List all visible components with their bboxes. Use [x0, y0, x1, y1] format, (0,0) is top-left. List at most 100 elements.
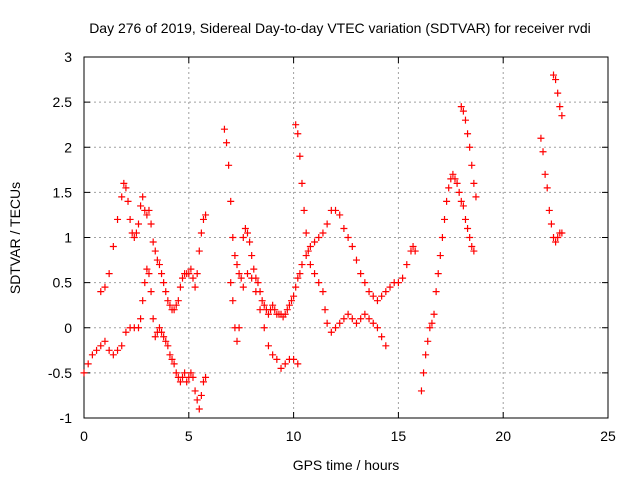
- data-point-marker: [428, 319, 436, 327]
- data-point-marker: [424, 337, 432, 345]
- data-point-marker: [547, 220, 555, 228]
- data-point-marker: [202, 373, 210, 381]
- data-point-marker: [470, 247, 478, 255]
- data-point-marker: [294, 360, 302, 368]
- data-point-marker: [243, 270, 251, 278]
- data-point-marker: [319, 288, 327, 296]
- data-point-marker: [145, 270, 153, 278]
- data-point-marker: [403, 261, 411, 269]
- data-point-marker: [101, 283, 109, 291]
- data-point-marker: [306, 243, 314, 251]
- data-point-marker: [466, 143, 474, 151]
- data-point-marker: [321, 306, 329, 314]
- x-tick-label: 20: [495, 428, 511, 444]
- data-point-marker: [250, 265, 258, 273]
- data-point-marker: [281, 310, 289, 318]
- data-point-marker: [386, 283, 394, 291]
- y-tick-label: 0: [64, 320, 72, 336]
- data-point-marker: [382, 288, 390, 296]
- data-point-marker: [357, 315, 365, 323]
- series-sat-i: [537, 134, 566, 246]
- data-point-marker: [348, 243, 356, 251]
- data-point-marker: [114, 346, 122, 354]
- data-point-marker: [164, 342, 172, 350]
- y-tick-label: -0.5: [48, 365, 72, 381]
- series-sat-d: [220, 125, 419, 321]
- data-point-marker: [109, 243, 117, 251]
- data-point-marker: [189, 274, 197, 282]
- data-point-marker: [461, 116, 469, 124]
- data-point-marker: [348, 315, 356, 323]
- data-point-marker: [264, 342, 272, 350]
- data-point-marker: [394, 279, 402, 287]
- data-point-marker: [233, 261, 241, 269]
- data-point-marker: [179, 373, 187, 381]
- data-point-marker: [139, 193, 147, 201]
- data-point-marker: [174, 297, 182, 305]
- data-point-marker: [554, 89, 562, 97]
- data-point-marker: [269, 301, 277, 309]
- data-point-marker: [420, 369, 428, 377]
- data-point-marker: [306, 261, 314, 269]
- x-tick-label: 0: [80, 428, 88, 444]
- data-point-marker: [143, 265, 151, 273]
- data-point-marker: [552, 238, 560, 246]
- x-axis-label: GPS time / hours: [293, 457, 400, 473]
- data-point-marker: [361, 310, 369, 318]
- data-point-marker: [373, 297, 381, 305]
- data-point-marker: [304, 247, 312, 255]
- data-point-marker: [168, 355, 176, 363]
- data-point-marker: [332, 206, 340, 214]
- data-point-marker: [105, 270, 113, 278]
- y-tick-label: 2.5: [53, 94, 73, 110]
- data-point-marker: [332, 324, 340, 332]
- y-tick-label: 2: [64, 139, 72, 155]
- data-point-marker: [84, 360, 92, 368]
- data-point-marker: [417, 387, 425, 395]
- data-point-marker: [258, 297, 266, 305]
- data-point-marker: [311, 270, 319, 278]
- data-point-marker: [252, 288, 260, 296]
- x-axis-ticks: 0 5 10 15 20 25: [80, 57, 616, 444]
- data-point-marker: [292, 283, 300, 291]
- data-point-marker: [153, 256, 161, 264]
- data-point-marker: [160, 333, 168, 341]
- data-point-marker: [145, 206, 153, 214]
- data-point-marker: [457, 197, 465, 205]
- series-sat-f: [292, 121, 390, 350]
- data-point-marker: [292, 121, 300, 129]
- data-point-marker: [378, 292, 386, 300]
- data-point-marker: [340, 224, 348, 232]
- data-point-marker: [449, 170, 457, 178]
- data-point-marker: [202, 211, 210, 219]
- data-point-marker: [187, 369, 195, 377]
- data-point-marker: [461, 215, 469, 223]
- series-sat-h: [457, 103, 480, 201]
- data-point-marker: [288, 297, 296, 305]
- data-point-marker: [336, 211, 344, 219]
- data-point-marker: [453, 179, 461, 187]
- data-point-marker: [132, 229, 140, 237]
- data-point-marker: [315, 234, 323, 241]
- data-point-marker: [239, 234, 247, 241]
- data-point-marker: [176, 283, 184, 291]
- data-point-marker: [149, 315, 157, 323]
- data-point-marker: [264, 310, 272, 318]
- data-point-marker: [344, 310, 352, 318]
- series-sat-j: [550, 71, 566, 120]
- data-point-marker: [88, 351, 96, 359]
- data-point-marker: [141, 279, 149, 287]
- series-sat-a: [80, 265, 161, 377]
- data-point-marker: [195, 247, 203, 255]
- data-point-marker: [137, 202, 145, 210]
- data-point-marker: [170, 360, 178, 368]
- data-point-marker: [300, 206, 308, 214]
- data-point-marker: [143, 211, 151, 219]
- data-points: [80, 71, 566, 413]
- data-point-marker: [399, 274, 407, 282]
- data-point-marker: [126, 215, 134, 223]
- data-point-marker: [269, 351, 277, 359]
- data-point-marker: [296, 152, 304, 160]
- data-point-marker: [231, 252, 239, 260]
- data-point-marker: [361, 279, 369, 287]
